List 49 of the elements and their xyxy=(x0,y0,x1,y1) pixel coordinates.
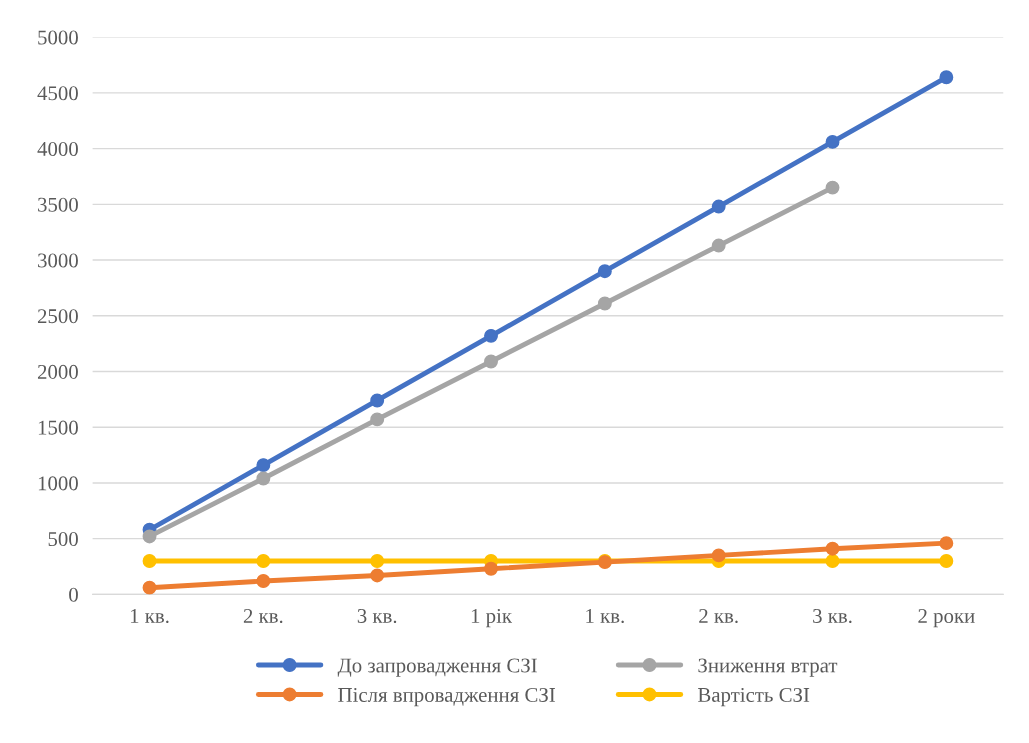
y-tick-label: 5000 xyxy=(38,30,78,45)
point xyxy=(370,568,385,583)
y-tick-label: 3500 xyxy=(38,197,78,212)
point xyxy=(484,561,498,576)
legend-label: До запровадження СЗІ xyxy=(337,658,537,677)
x-tick-label: 1 кв. xyxy=(130,608,169,624)
point xyxy=(711,238,726,253)
x-tick-label: 3 кв. xyxy=(357,608,397,624)
point xyxy=(825,541,840,556)
point xyxy=(256,554,271,568)
point xyxy=(711,548,726,563)
point xyxy=(711,199,726,214)
point xyxy=(597,264,612,279)
y-tick-label: 500 xyxy=(48,532,78,547)
x-tick-label: 3 кв. xyxy=(813,608,852,624)
legend-label: Після впровадження СЗІ xyxy=(338,687,556,707)
point xyxy=(825,554,840,568)
point xyxy=(597,296,612,311)
point xyxy=(256,471,271,486)
x-tick-label: 1 кв. xyxy=(586,608,624,624)
point xyxy=(370,393,385,408)
y-tick-label: 3000 xyxy=(38,253,78,268)
point xyxy=(939,70,954,85)
point xyxy=(142,580,157,595)
x-tick-label: 2 кв. xyxy=(243,608,283,624)
point xyxy=(370,412,385,427)
y-tick-label: 4000 xyxy=(37,141,78,157)
y-tick-label: 1500 xyxy=(38,420,78,435)
point xyxy=(256,458,271,473)
point xyxy=(484,354,498,369)
x-tick-label: 2 роки xyxy=(918,608,975,628)
point xyxy=(256,574,271,588)
y-tick-label: 2000 xyxy=(37,364,78,379)
y-tick-label: 4500 xyxy=(37,86,78,101)
point xyxy=(142,529,157,544)
x-tick-label: 1 рік xyxy=(471,608,513,628)
y-tick-label: 0 xyxy=(69,587,78,602)
point xyxy=(825,180,840,195)
y-tick-label: 1000 xyxy=(38,476,78,491)
point xyxy=(484,328,498,343)
point xyxy=(939,554,954,568)
y-tick-label: 2500 xyxy=(37,309,78,324)
point xyxy=(142,554,157,568)
legend-label: Зниження втрат xyxy=(698,658,838,677)
legend-label: Вартість СЗІ xyxy=(698,687,810,707)
point xyxy=(939,536,954,551)
point xyxy=(370,554,385,568)
point xyxy=(825,134,840,149)
x-tick-label: 2 кв. xyxy=(699,608,738,624)
